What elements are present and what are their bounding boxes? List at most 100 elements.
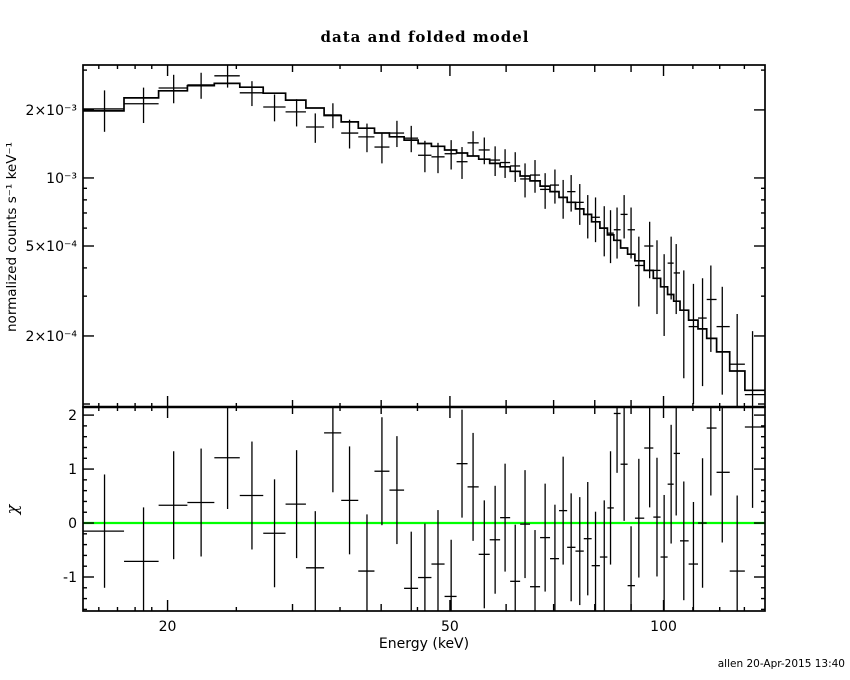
data-point	[716, 286, 730, 395]
data-point	[520, 163, 531, 198]
residual-point	[489, 485, 501, 594]
data-point	[456, 147, 468, 179]
residual-point	[530, 530, 541, 611]
x-tick-label: 50	[441, 619, 459, 635]
data-point	[644, 221, 654, 279]
residual-point	[431, 510, 445, 611]
residual-point	[660, 494, 668, 611]
data-point	[239, 81, 264, 107]
residual-point	[591, 511, 600, 611]
residual-point	[607, 451, 614, 565]
residual-point	[285, 450, 306, 559]
residual-point	[341, 446, 359, 555]
chi-tick-label: 2	[68, 408, 77, 424]
x-axis-label-text: Energy (keV)	[378, 636, 470, 652]
residual-point	[389, 436, 405, 545]
data-point	[540, 173, 551, 209]
y-tick-label: 2×10⁻⁴	[26, 329, 78, 345]
data-point	[744, 331, 765, 407]
data-point	[575, 184, 584, 225]
residual-point	[653, 457, 661, 577]
data-point	[550, 169, 560, 204]
residual-point	[706, 407, 717, 496]
bottom-panel-frame	[82, 406, 766, 612]
data-point	[583, 195, 592, 239]
data-point	[688, 283, 698, 405]
residual-point	[697, 458, 707, 588]
data-point	[591, 197, 600, 243]
data-point	[607, 210, 614, 264]
data-point	[673, 244, 680, 315]
chi-tick-label: 0	[68, 516, 77, 532]
residual-point	[550, 504, 560, 611]
chi-tick-label: -1	[63, 570, 77, 586]
residual-point	[510, 524, 521, 611]
residual-point	[583, 482, 592, 596]
residual-point	[729, 495, 745, 611]
residual-point	[679, 481, 689, 601]
data-point	[341, 119, 359, 149]
data-point	[634, 236, 645, 307]
data-point	[124, 87, 159, 124]
residual-point	[644, 407, 654, 508]
data-point	[431, 142, 445, 174]
residual-point	[83, 474, 125, 588]
residual-point	[305, 511, 325, 611]
data-point	[374, 133, 390, 164]
residual-point	[634, 458, 645, 578]
residual-point	[478, 500, 490, 609]
spectrum-data-layer	[83, 65, 765, 407]
y-tick-label: 2×10⁻³	[26, 103, 77, 119]
data-point	[358, 123, 375, 153]
residual-point	[667, 424, 674, 544]
data-point	[467, 131, 479, 157]
x-tick-label: 100	[650, 619, 677, 635]
residual-point	[559, 456, 568, 565]
residual-point	[520, 470, 531, 579]
residual-point	[239, 441, 264, 550]
residual-point	[567, 493, 576, 602]
data-point	[214, 65, 240, 88]
data-point	[418, 140, 432, 173]
residual-point	[500, 463, 511, 572]
data-point	[679, 270, 689, 379]
data-point	[500, 149, 511, 178]
residual-point	[214, 407, 240, 509]
data-point	[444, 140, 457, 170]
data-point	[530, 160, 541, 193]
residual-point	[263, 479, 286, 588]
residual-point	[540, 483, 551, 592]
data-point	[478, 137, 490, 165]
residual-point	[688, 501, 698, 611]
data-point	[83, 90, 125, 132]
residual-point	[374, 417, 390, 526]
data-point	[305, 113, 325, 143]
chi-tick-label: 1	[68, 462, 77, 478]
top-y-axis-label: normalized counts s⁻¹ keV⁻¹	[4, 142, 20, 332]
residual-point	[324, 407, 342, 493]
data-point	[667, 236, 674, 300]
residual-point	[187, 448, 215, 557]
data-point	[613, 207, 621, 259]
user-timestamp-label: allen 20-Apr-2015 13:40	[717, 658, 845, 670]
data-point	[620, 195, 628, 239]
residual-point	[404, 531, 419, 611]
residual-point	[124, 507, 159, 611]
residual-point	[620, 407, 628, 521]
data-point	[510, 152, 521, 182]
residual-point	[716, 407, 730, 543]
data-point	[187, 72, 215, 99]
residual-point	[673, 407, 680, 516]
data-point	[697, 278, 707, 387]
plot-title: data and folded model	[320, 28, 530, 46]
residual-point	[575, 497, 584, 606]
folded-model-step-line	[83, 82, 765, 392]
residual-point	[744, 407, 765, 508]
data-point	[285, 99, 306, 127]
x-tick-label: 20	[159, 619, 177, 635]
data-point	[324, 103, 342, 129]
residual-y-axis-label: χ	[2, 504, 22, 515]
y-tick-label: 5×10⁻⁴	[26, 239, 78, 255]
residual-point	[158, 451, 188, 560]
